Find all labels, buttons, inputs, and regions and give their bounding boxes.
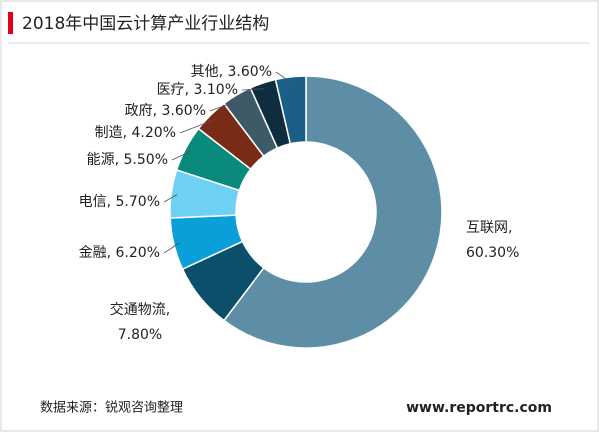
leader-line [163, 194, 178, 203]
data-label: 制造, 4.20% [95, 125, 176, 141]
label-line: 互联网, [466, 220, 512, 236]
leader-line [179, 119, 215, 134]
leader-line [163, 242, 180, 254]
data-label: 交通物流, 7.80% [110, 301, 170, 343]
website: www.reportrc.com [406, 400, 552, 416]
data-label: 能源, 5.50% [87, 152, 168, 168]
label-line: 7.80% [118, 327, 162, 343]
leader-line [171, 150, 192, 161]
data-label: 电信, 5.70% [79, 194, 160, 210]
data-label: 医疗, 3.10% [157, 82, 238, 98]
leader-line [275, 71, 292, 84]
slice [222, 75, 443, 349]
leader-line [241, 88, 265, 91]
slice [274, 75, 307, 145]
data-label: 其他, 3.60% [191, 64, 272, 80]
data-label: 政府, 3.60% [125, 103, 206, 119]
data-label: 金融, 6.20% [79, 245, 160, 261]
title-marker [8, 12, 13, 34]
label-line: 60.30% [466, 245, 519, 261]
data-label: 互联网, 60.30% [466, 220, 519, 261]
chart-title: 2018年中国云计算产业行业结构 [22, 14, 269, 34]
source-note: 数据来源：锐观咨询整理 [40, 401, 183, 416]
leader-line [209, 99, 240, 112]
label-line: 交通物流, [110, 301, 170, 318]
